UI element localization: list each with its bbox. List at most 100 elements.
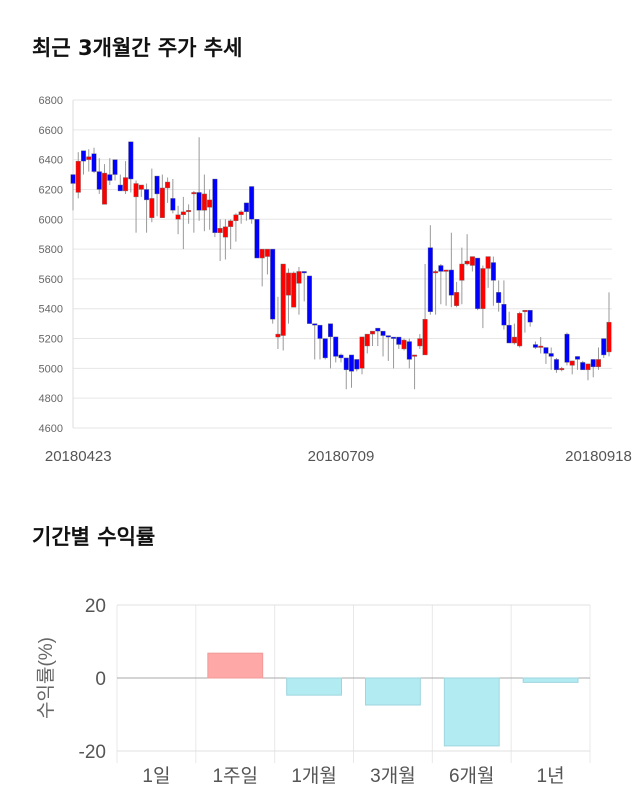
candle-body [527,310,533,323]
candle-body [149,198,155,218]
x-tick-label: 20180423 [45,448,112,465]
candle-body [375,327,381,332]
candle-body [590,359,596,368]
candle-body [490,262,496,281]
candle-body [165,181,171,189]
candle-body [228,220,234,227]
candle-body [259,248,265,259]
candle-body [280,263,286,336]
x-tick-label: 20180918 [565,448,632,465]
candle-body [469,256,475,266]
candle-body [112,159,118,175]
candle-body [170,198,176,211]
candle-body [580,362,586,371]
candle-body [454,292,460,306]
y-tick-label: 6800 [39,95,63,107]
candle-body [506,324,512,344]
candle-body [391,336,397,339]
candle-body [559,368,565,371]
candle-body [91,153,97,172]
candle-body [312,323,318,326]
candle-body [217,228,223,233]
y-tick-label: 5000 [39,363,63,375]
candle-body [291,272,297,308]
candle-body [427,247,433,312]
candle-body [285,272,291,296]
y-tick-label: 4600 [39,423,63,435]
candle-body [548,353,554,357]
candle-body [564,333,570,363]
candle-body [133,183,139,198]
candle-body [485,256,491,269]
candle-body [175,214,181,220]
candle-body [543,347,549,354]
candle-body [123,177,129,192]
candle-body [138,184,144,190]
y-tick-label: -20 [79,742,106,763]
candle-body [433,271,439,274]
x-tick-label: 1주일 [212,765,258,787]
candle-body [585,363,591,371]
candle-body [327,323,333,338]
candle-body [417,338,423,347]
y-axis-title: 수익률(%) [35,637,57,719]
candle-body [496,292,502,303]
candle-body [264,248,270,257]
candle-body [448,269,454,296]
return-bar-chart: -20 0 20 1일 1주일 1개월 3개월 6개월 1년 수익률(%) [35,596,591,787]
candle-body [406,341,412,360]
y-tick-label: 4800 [39,393,63,405]
y-tick-label: 5600 [39,274,63,286]
candle-body [595,359,601,368]
candle-body [275,333,281,338]
candle-body [601,338,607,356]
candle-body [86,156,92,160]
candle-body [191,192,197,195]
candle-body [538,345,544,348]
candle-body [75,160,81,193]
candle-body [144,189,150,201]
stock-trend-title: 최근 3개월간 주가 추세 [32,36,243,60]
candle-body [249,186,255,220]
candle-body [201,193,207,211]
candle-body [475,257,481,309]
candle-body [396,336,402,345]
candlestick-chart: 4600 4800 5000 5200 5400 5600 5800 6000 6200 6400… [39,95,632,465]
candle-body [606,321,612,353]
candle-body [517,313,523,347]
candle-body [186,210,192,213]
candle-body [370,330,376,335]
candle-body [480,268,486,309]
candle-body [349,354,355,372]
return-bar [286,677,342,696]
return-bar [522,677,579,683]
candle-body [569,360,575,366]
y-tick-label: 0 [95,669,106,690]
candle-body [412,354,418,357]
candle-body [81,150,87,162]
x-tick-label: 3개월 [370,765,416,787]
y-tick-label: 6200 [39,184,63,196]
candle-body [180,211,186,215]
y-tick-label: 6400 [39,155,63,167]
return-bar [207,652,264,679]
candle-body [511,336,517,344]
x-tick-label: 6개월 [449,765,495,787]
candle-body [501,304,507,326]
return-bar [365,677,421,706]
candle-body [364,333,370,347]
x-tick-label: 1개월 [291,765,337,787]
x-tick-label: 1일 [142,765,170,787]
period-return-title: 기간별 수익률 [32,525,156,549]
candle-body [70,174,76,184]
y-tick-label: 5800 [39,244,63,256]
candle-body [464,260,470,265]
candle-body [102,172,108,205]
x-tick-label: 20180709 [308,448,375,465]
candle-body [117,184,123,192]
candle-body [354,359,360,370]
candle-body [380,330,386,336]
candle-body [296,271,302,284]
candle-body [154,175,160,195]
candle-body [522,310,528,312]
